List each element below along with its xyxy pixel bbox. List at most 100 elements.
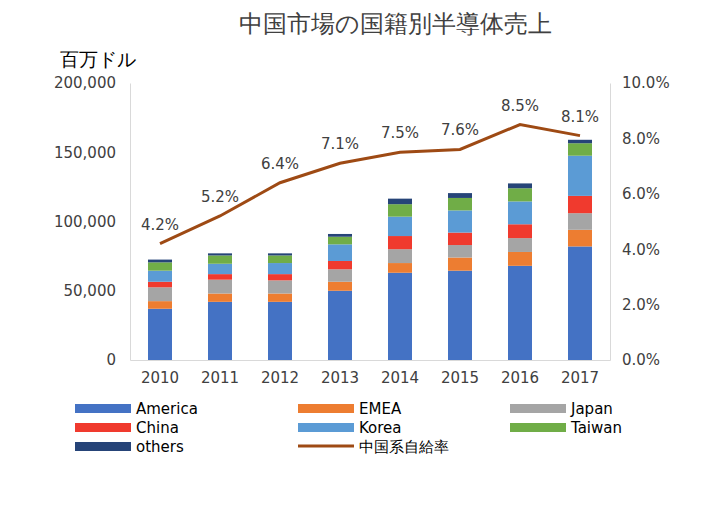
tick: 2012 <box>261 360 299 387</box>
legend-item: Taiwan <box>510 419 622 437</box>
tick-label: 2012 <box>261 369 299 387</box>
legend-label: Japan <box>570 400 613 418</box>
tick: 150,000 <box>54 144 130 162</box>
tick-label: 6.0% <box>622 185 660 203</box>
legend-label: EMEA <box>359 400 402 418</box>
tick-label: 0 <box>106 351 116 369</box>
legend-swatch <box>75 442 131 451</box>
y-axis: 0 50,000 100,000 150,000 200,000 <box>54 74 131 369</box>
axis-line <box>130 84 131 361</box>
axis-line <box>131 360 611 361</box>
tick: 2014 <box>381 360 419 387</box>
legend-label: China <box>136 419 179 437</box>
tick-label: 2017 <box>561 369 599 387</box>
bar <box>568 230 592 247</box>
bar <box>568 156 592 196</box>
bar <box>208 253 232 255</box>
legend-swatch <box>298 445 354 448</box>
tick: 200,000 <box>54 74 130 92</box>
bar <box>328 237 352 245</box>
bar <box>508 266 532 360</box>
bar <box>568 140 592 143</box>
y2-axis: 0.0% 2.0% 4.0% 6.0% 8.0% 10.0% <box>610 74 670 369</box>
tick-label: 2015 <box>441 369 479 387</box>
bar <box>328 282 352 291</box>
bar <box>268 253 292 255</box>
tick: 0.0% <box>610 351 660 369</box>
legend-item: Japan <box>510 400 613 418</box>
bar <box>508 188 532 201</box>
legend: America EMEA Japan China Korea Taiwan others 中国… <box>75 400 622 456</box>
legend-label: others <box>136 438 184 456</box>
bar <box>328 291 352 360</box>
legend-label: Korea <box>359 419 402 437</box>
chart: 中国市場の国籍別半導体売上百万ドル050,000100,000150,00020… <box>0 0 711 526</box>
data-label: 7.6% <box>441 121 479 139</box>
bar <box>148 301 172 309</box>
data-label: 8.5% <box>501 97 539 115</box>
bar <box>448 233 472 245</box>
tick-label: 2013 <box>321 369 359 387</box>
tick: 2013 <box>321 360 359 387</box>
data-label: 7.1% <box>321 135 359 153</box>
bar <box>508 238 532 252</box>
legend-swatch <box>298 404 354 413</box>
bar <box>148 282 172 288</box>
legend-item: 中国系自給率 <box>298 438 449 456</box>
bar <box>148 260 172 263</box>
bar <box>208 302 232 360</box>
bar <box>568 246 592 360</box>
legend-swatch <box>75 423 131 432</box>
bar <box>268 294 292 302</box>
legend-item: China <box>75 419 179 437</box>
data-labels: 4.2%5.2%6.4%7.1%7.5%7.6%8.5%8.1% <box>141 97 599 234</box>
legend-label: 中国系自給率 <box>359 438 449 456</box>
legend-item: others <box>75 438 184 456</box>
tick: 100,000 <box>54 213 130 231</box>
bar <box>388 249 412 263</box>
tick-label: 10.0% <box>622 74 670 92</box>
tick-label: 4.0% <box>622 241 660 259</box>
bar <box>388 204 412 216</box>
data-label: 7.5% <box>381 124 419 142</box>
tick: 6.0% <box>610 185 660 203</box>
legend-swatch <box>298 423 354 432</box>
axis-line <box>610 84 611 361</box>
bar <box>208 294 232 302</box>
legend-item: Korea <box>298 419 402 437</box>
bar <box>328 244 352 261</box>
legend-item: EMEA <box>298 400 402 418</box>
legend-item: America <box>75 400 198 418</box>
bar <box>448 245 472 257</box>
bar <box>508 252 532 266</box>
bar <box>268 280 292 293</box>
bar <box>268 255 292 263</box>
bar <box>568 213 592 230</box>
bar <box>328 234 352 237</box>
tick-label: 50,000 <box>64 282 117 300</box>
bar <box>208 255 232 263</box>
bar <box>148 262 172 270</box>
tick-label: 2011 <box>201 369 239 387</box>
legend-swatch <box>510 404 566 413</box>
tick: 0 <box>106 351 130 369</box>
tick-label: 150,000 <box>54 144 116 162</box>
bar <box>148 271 172 282</box>
bar <box>208 280 232 294</box>
tick-label: 0.0% <box>622 351 660 369</box>
bar <box>448 271 472 360</box>
plot-area <box>148 125 592 360</box>
bar-series <box>148 196 592 287</box>
tick-label: 8.0% <box>622 130 660 148</box>
bar <box>268 274 292 280</box>
bar <box>208 274 232 280</box>
bar <box>388 236 412 249</box>
title: 中国市場の国籍別半導体売上 <box>239 10 552 38</box>
bar <box>388 199 412 205</box>
tick-label: 2014 <box>381 369 419 387</box>
tick: 2010 <box>141 360 179 387</box>
data-label: 4.2% <box>141 216 179 234</box>
tick-label: 2.0% <box>622 296 660 314</box>
data-label: 5.2% <box>201 188 239 206</box>
bar <box>148 287 172 301</box>
